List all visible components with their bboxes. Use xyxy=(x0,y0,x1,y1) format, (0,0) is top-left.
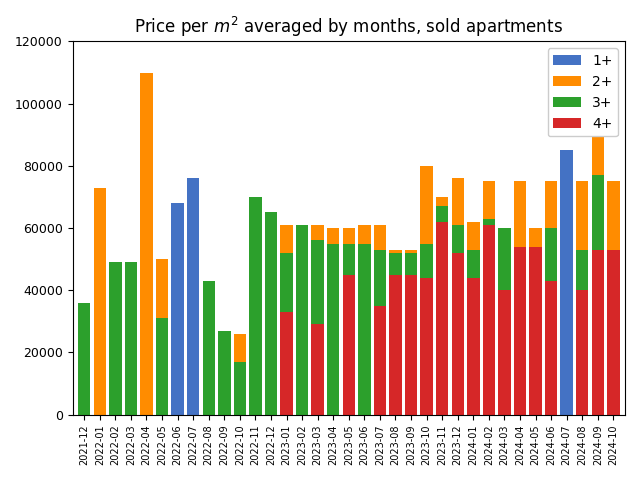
Bar xyxy=(607,181,620,415)
Bar xyxy=(561,184,573,415)
Bar xyxy=(420,243,433,415)
Bar xyxy=(312,240,324,415)
Bar xyxy=(265,213,277,415)
Bar xyxy=(187,178,200,415)
Bar xyxy=(187,178,200,415)
Bar xyxy=(514,181,526,415)
Bar xyxy=(498,228,511,415)
Bar xyxy=(374,250,386,415)
Bar xyxy=(312,225,324,415)
Bar xyxy=(467,222,479,415)
Bar xyxy=(218,331,230,415)
Bar xyxy=(374,306,386,415)
Bar xyxy=(514,247,526,415)
Legend: 1+, 2+, 3+, 4+: 1+, 2+, 3+, 4+ xyxy=(548,48,618,136)
Bar xyxy=(358,225,371,415)
Bar xyxy=(172,219,184,415)
Bar xyxy=(172,203,184,415)
Bar xyxy=(389,250,402,415)
Bar xyxy=(234,361,246,415)
Bar xyxy=(312,324,324,415)
Bar xyxy=(436,206,449,415)
Bar xyxy=(420,278,433,415)
Bar xyxy=(591,175,604,415)
Bar xyxy=(202,281,215,415)
Bar xyxy=(405,253,417,415)
Bar xyxy=(93,188,106,415)
Bar xyxy=(436,222,449,415)
Bar xyxy=(280,253,292,415)
Bar xyxy=(125,262,137,415)
Bar xyxy=(420,166,433,415)
Bar xyxy=(280,225,292,415)
Bar xyxy=(483,181,495,415)
Bar xyxy=(451,253,464,415)
Bar xyxy=(529,247,542,415)
Bar xyxy=(451,225,464,415)
Bar xyxy=(78,302,90,415)
Bar xyxy=(156,259,168,415)
Bar xyxy=(389,275,402,415)
Bar xyxy=(561,150,573,415)
Bar xyxy=(483,225,495,415)
Bar xyxy=(561,166,573,415)
Bar xyxy=(498,240,511,415)
Bar xyxy=(374,225,386,415)
Bar xyxy=(529,228,542,415)
Bar xyxy=(545,281,557,415)
Bar xyxy=(607,250,620,415)
Bar xyxy=(467,278,479,415)
Bar xyxy=(389,253,402,415)
Bar xyxy=(327,243,339,415)
Bar xyxy=(451,178,464,415)
Bar xyxy=(467,250,479,415)
Bar xyxy=(498,290,511,415)
Bar xyxy=(342,275,355,415)
Bar xyxy=(156,318,168,415)
Bar xyxy=(576,290,588,415)
Bar xyxy=(249,197,262,415)
Bar xyxy=(591,250,604,415)
Bar xyxy=(342,243,355,415)
Bar xyxy=(109,262,122,415)
Bar xyxy=(483,219,495,415)
Bar xyxy=(529,253,542,415)
Bar xyxy=(140,72,153,415)
Bar xyxy=(576,250,588,415)
Title: Price per $m^2$ averaged by months, sold apartments: Price per $m^2$ averaged by months, sold… xyxy=(134,15,563,39)
Bar xyxy=(265,213,277,415)
Bar xyxy=(591,119,604,415)
Bar xyxy=(576,181,588,415)
Bar xyxy=(545,181,557,415)
Bar xyxy=(545,228,557,415)
Bar xyxy=(358,243,371,415)
Bar xyxy=(405,275,417,415)
Bar xyxy=(280,312,292,415)
Bar xyxy=(436,197,449,415)
Bar xyxy=(514,253,526,415)
Bar xyxy=(607,250,620,415)
Bar xyxy=(327,228,339,415)
Bar xyxy=(296,225,308,415)
Bar xyxy=(296,225,308,415)
Bar xyxy=(234,334,246,415)
Bar xyxy=(405,250,417,415)
Bar xyxy=(561,290,573,415)
Bar xyxy=(218,334,230,415)
Bar xyxy=(342,228,355,415)
